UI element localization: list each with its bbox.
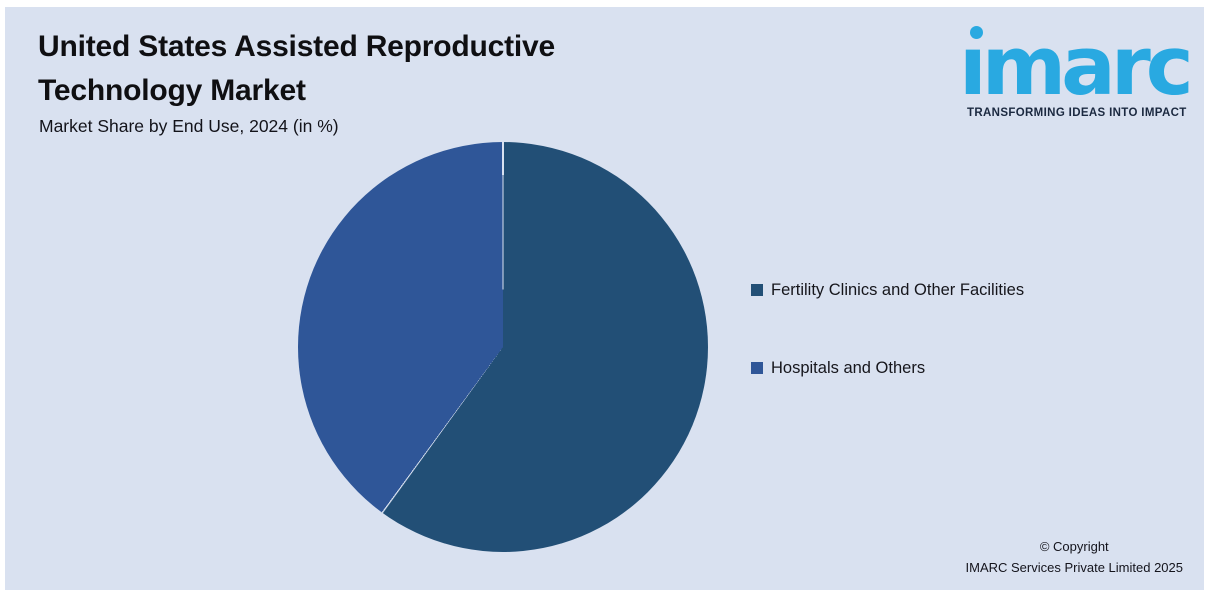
imarc-logo-wordmark: ımarc xyxy=(959,20,1194,114)
imarc-logo: ımarc TRANSFORMING IDEAS INTO IMPACT xyxy=(945,7,1205,132)
copyright-notice: © Copyright IMARC Services Private Limit… xyxy=(966,536,1183,578)
legend-label: Fertility Clinics and Other Facilities xyxy=(771,280,1025,299)
legend-item-fertility-clinics: Fertility Clinics and Other Facilities xyxy=(751,278,1024,302)
imarc-logo-dot-icon xyxy=(970,26,983,39)
copyright-line-1: © Copyright xyxy=(1039,539,1109,554)
pie-chart xyxy=(298,142,708,552)
chart-panel: United States Assisted Reproductive Tech… xyxy=(5,7,1204,590)
title-line-1: United States Assisted Reproductive xyxy=(38,30,556,63)
page-title: United States Assisted Reproductive Tech… xyxy=(38,25,555,113)
imarc-logo-tagline: TRANSFORMING IDEAS INTO IMPACT xyxy=(967,107,1187,119)
title-line-2: Technology Market xyxy=(38,74,306,107)
legend-item-hospitals: Hospitals and Others xyxy=(751,356,925,380)
legend-swatch-icon xyxy=(751,362,763,374)
copyright-line-2: IMARC Services Private Limited 2025 xyxy=(965,560,1183,576)
legend-label: Hospitals and Others xyxy=(771,358,926,377)
legend-swatch-icon xyxy=(751,284,763,296)
chart-subtitle: Market Share by End Use, 2024 (in %) xyxy=(39,116,339,136)
